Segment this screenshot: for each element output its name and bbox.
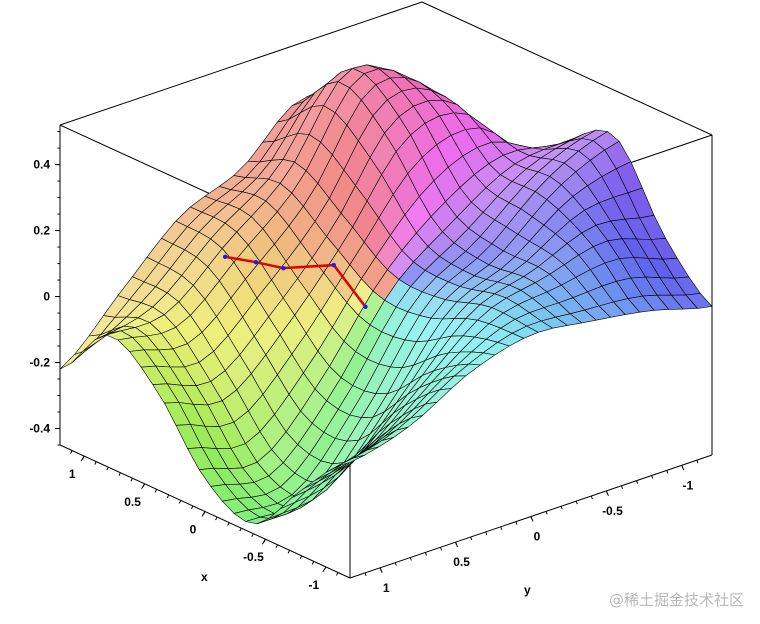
z-tick-label: 0.4 xyxy=(33,158,50,172)
y-minor-tick xyxy=(545,511,548,515)
x-minor-tick xyxy=(239,527,242,532)
z-tick-label: 0 xyxy=(43,290,50,304)
y-minor-tick xyxy=(424,552,427,556)
y-minor-tick xyxy=(560,506,563,510)
x-minor-tick xyxy=(263,538,266,543)
x-minor-tick xyxy=(82,455,85,460)
y-minor-tick xyxy=(636,480,639,484)
y-tick-label: -0.5 xyxy=(602,504,623,518)
surface-patch xyxy=(74,334,101,355)
y-minor-tick xyxy=(621,485,623,489)
y-minor-tick xyxy=(485,531,488,536)
z-tick-label: 0.2 xyxy=(33,224,50,238)
x-minor-tick xyxy=(166,494,170,499)
y-minor-tick xyxy=(681,465,684,469)
x-minor-tick xyxy=(299,555,303,560)
x-minor-tick xyxy=(142,483,146,488)
y-minor-tick xyxy=(379,567,382,571)
y-minor-tick xyxy=(590,495,593,500)
path-marker xyxy=(363,304,368,310)
y-minor-tick xyxy=(440,547,442,551)
watermark: @稀土掘金技术社区 xyxy=(608,591,744,609)
x-minor-tick xyxy=(106,466,109,471)
y-tick-label: 1 xyxy=(383,581,390,595)
trajectory-path xyxy=(222,254,368,310)
y-minor-tick xyxy=(364,572,367,577)
x-minor-tick xyxy=(154,489,158,493)
x-minor-tick xyxy=(251,533,254,537)
y-minor-tick xyxy=(515,521,518,525)
x-minor-tick xyxy=(203,511,206,515)
box-edge xyxy=(59,1,423,126)
y-axis-ticks: 1 0.5 0 -0.5 -1 xyxy=(364,459,699,595)
y-minor-tick xyxy=(470,536,473,541)
x-minor-tick xyxy=(287,550,291,554)
x-minor-tick xyxy=(70,450,73,454)
x-minor-tick xyxy=(215,516,218,521)
x-minor-tick xyxy=(335,572,339,576)
box-edge xyxy=(421,1,713,136)
x-tick-label: -0.5 xyxy=(243,550,264,564)
y-minor-tick xyxy=(455,541,458,546)
path-marker xyxy=(253,259,259,265)
y-minor-tick xyxy=(651,475,654,479)
x-tick-label: -1 xyxy=(308,578,319,592)
y-tick-label: 0.5 xyxy=(453,555,470,569)
z-tick-label: -0.2 xyxy=(29,356,50,370)
y-minor-tick xyxy=(696,459,699,464)
x-minor-tick xyxy=(118,472,121,476)
z-axis-ticks: 0.4 0.2 0 -0.2 -0.4 xyxy=(29,131,60,446)
y-minor-tick xyxy=(575,500,578,505)
y-minor-tick xyxy=(530,516,533,520)
y-minor-tick xyxy=(409,557,412,561)
y-minor-tick xyxy=(605,490,608,495)
surface xyxy=(59,64,713,525)
x-axis-ticks: 1 0.5 0 -0.5 -1 xyxy=(69,450,339,592)
z-tick-label: -0.4 xyxy=(29,422,50,436)
path-marker xyxy=(281,265,286,271)
x-tick-label: 0.5 xyxy=(124,495,141,509)
x-axis-label: x xyxy=(201,570,208,584)
x-minor-tick xyxy=(275,544,278,548)
x-minor-tick xyxy=(178,500,182,504)
x-tick-label: 1 xyxy=(69,467,76,481)
y-tick-label: 0 xyxy=(534,530,541,544)
x-minor-tick xyxy=(94,461,97,465)
x-minor-tick xyxy=(323,566,327,571)
y-minor-tick xyxy=(666,470,669,474)
y-axis-label: y xyxy=(524,583,531,597)
axes: 0.40.20-0.2-0.4 10.50-0.5-1 10.50-0.5-1 … xyxy=(29,131,699,597)
surface-patch xyxy=(338,454,365,466)
y-minor-tick xyxy=(500,526,503,530)
path-marker xyxy=(331,262,336,268)
y-minor-tick xyxy=(394,562,397,566)
x-minor-tick xyxy=(190,505,194,510)
x-tick-label: 0 xyxy=(190,523,197,537)
y-tick-label: -1 xyxy=(682,478,693,492)
x-minor-tick xyxy=(227,522,230,526)
x-minor-tick xyxy=(130,478,133,482)
x-minor-tick xyxy=(311,561,315,565)
path-marker xyxy=(222,254,228,260)
